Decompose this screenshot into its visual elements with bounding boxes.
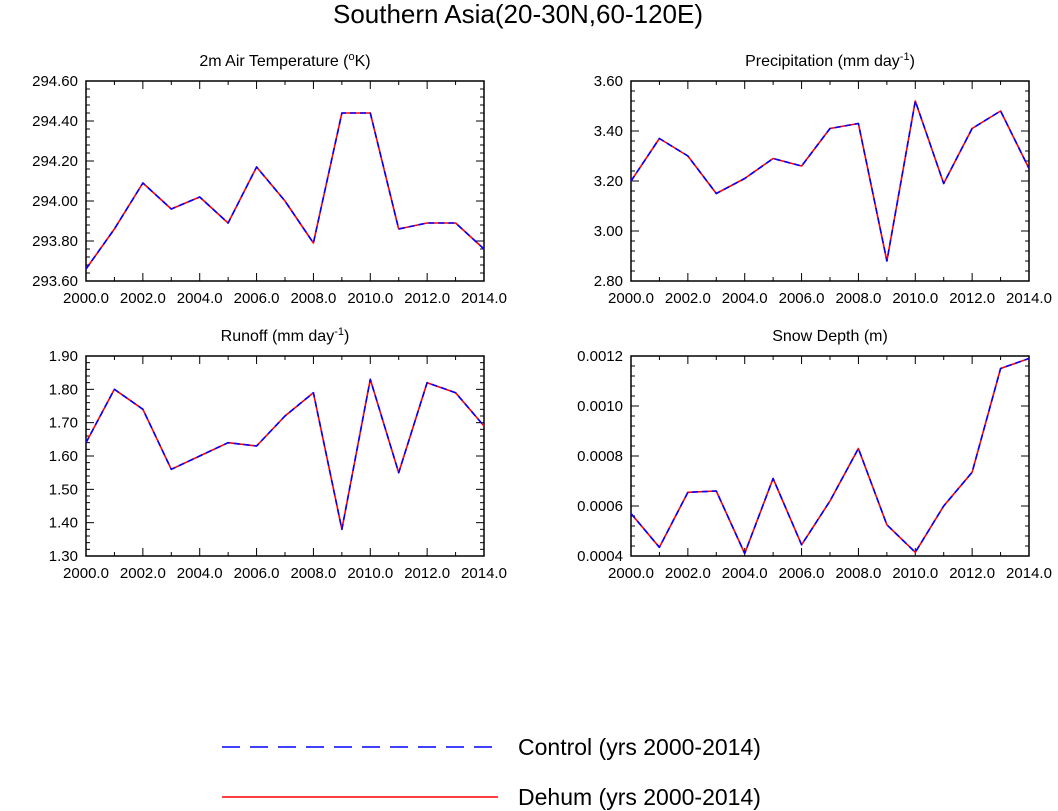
y-tick-label: 294.60 (32, 73, 78, 90)
x-tick-label: 2000.0 (63, 565, 109, 582)
plot-frame (85, 80, 485, 282)
x-tick-label: 2000.0 (63, 290, 109, 307)
x-tick-label: 2000.0 (608, 290, 654, 307)
x-tick-label: 2006.0 (779, 290, 825, 307)
x-tick-label: 2014.0 (461, 290, 507, 307)
x-tick-label: 2012.0 (404, 290, 450, 307)
y-tick-label: 2.80 (594, 273, 623, 290)
panel-title: Precipitation (mm day-1) (745, 51, 915, 70)
panel-title-main: Runoff (mm day (221, 328, 335, 345)
x-tick-label: 2010.0 (347, 290, 393, 307)
panel-title-main: Snow Depth (m) (772, 328, 888, 345)
y-tick-label: 294.20 (32, 153, 78, 170)
y-tick-label: 0.0004 (577, 548, 623, 565)
x-tick-label: 2010.0 (347, 565, 393, 582)
x-tick-label: 2012.0 (949, 290, 995, 307)
x-tick-label: 2006.0 (234, 565, 280, 582)
series-line-control (85, 378, 485, 531)
x-tick-label: 2008.0 (835, 290, 881, 307)
x-tick-label: 2004.0 (722, 290, 768, 307)
x-tick-label: 2014.0 (1006, 565, 1052, 582)
panel-title-main: Precipitation (mm day (745, 53, 900, 70)
panel-4: Snow Depth (m) 2000.0 2002.0 2004.0 2006.0 20… (577, 328, 1052, 582)
series-line-control (630, 357, 1030, 555)
y-tick-label: 293.60 (32, 273, 78, 290)
panel-title: Runoff (mm day-1) (221, 326, 350, 345)
y-tick-label: 0.0010 (577, 398, 623, 415)
x-tick-label: 2002.0 (120, 290, 166, 307)
plot-frame (630, 355, 1030, 557)
y-tick-label: 3.20 (594, 173, 623, 190)
panel-title-tail: ) (910, 53, 915, 70)
x-tick-label: 2002.0 (665, 290, 711, 307)
legend-label-control: Control (yrs 2000-2014) (518, 734, 761, 760)
x-tick-label: 2006.0 (779, 565, 825, 582)
x-tick-label: 2004.0 (177, 290, 223, 307)
x-tick-label: 2012.0 (404, 565, 450, 582)
y-tick-label: 1.60 (49, 448, 78, 465)
y-tick-label: 294.40 (32, 113, 78, 130)
panel-title-superscript: o (348, 51, 354, 63)
panel-title-superscript: -1 (334, 326, 344, 338)
panel-3: Runoff (mm day-1) 2000.0 2002.0 2004.0 2006.… (49, 326, 507, 582)
figure-title: Southern Asia(20-30N,60-120E) (333, 0, 703, 29)
plot-frame (85, 355, 485, 557)
series-line-dehum (85, 112, 485, 270)
x-tick-label: 2014.0 (461, 565, 507, 582)
series-line-control (630, 100, 1030, 262)
y-tick-label: 1.30 (49, 548, 78, 565)
x-tick-label: 2004.0 (722, 565, 768, 582)
y-tick-label: 1.90 (49, 348, 78, 365)
x-tick-label: 2002.0 (665, 565, 711, 582)
legend-label-dehum: Dehum (yrs 2000-2014) (518, 784, 761, 810)
x-tick-label: 2014.0 (1006, 290, 1052, 307)
series-line-dehum (630, 100, 1030, 262)
y-tick-label: 294.00 (32, 193, 78, 210)
plot-frame (630, 80, 1030, 282)
y-tick-label: 3.60 (594, 73, 623, 90)
x-tick-label: 2010.0 (892, 290, 938, 307)
x-tick-label: 2012.0 (949, 565, 995, 582)
y-tick-label: 0.0006 (577, 498, 623, 515)
x-tick-label: 2010.0 (892, 565, 938, 582)
panels: 2m Air Temperature (oK) 2000.0 2002.0 2004.… (32, 51, 1052, 582)
series-line-dehum (85, 378, 485, 531)
panel-title-tail: ) (344, 328, 349, 345)
panel-title: 2m Air Temperature (oK) (199, 51, 370, 70)
series-line-control (85, 112, 485, 270)
x-tick-label: 2008.0 (835, 565, 881, 582)
x-tick-label: 2008.0 (290, 565, 336, 582)
y-tick-label: 1.50 (49, 481, 78, 498)
y-tick-label: 1.70 (49, 415, 78, 432)
y-tick-label: 0.0008 (577, 448, 623, 465)
x-tick-label: 2006.0 (234, 290, 280, 307)
x-tick-label: 2002.0 (120, 565, 166, 582)
panel-title: Snow Depth (m) (772, 328, 888, 345)
panel-title-main: 2m Air Temperature ( (199, 53, 349, 70)
x-tick-label: 2008.0 (290, 290, 336, 307)
series-line-dehum (630, 357, 1030, 555)
x-tick-label: 2000.0 (608, 565, 654, 582)
y-tick-label: 1.80 (49, 381, 78, 398)
y-tick-label: 1.40 (49, 515, 78, 532)
panel-1: 2m Air Temperature (oK) 2000.0 2002.0 2004.… (32, 51, 507, 307)
y-tick-label: 0.0012 (577, 348, 623, 365)
panel-title-superscript: -1 (900, 51, 910, 63)
panel-title-tail: K) (355, 53, 371, 70)
legend: Control (yrs 2000-2014) Dehum (yrs 2000-2… (222, 734, 761, 810)
x-tick-label: 2004.0 (177, 565, 223, 582)
y-tick-label: 3.40 (594, 123, 623, 140)
y-tick-label: 3.00 (594, 223, 623, 240)
y-tick-label: 293.80 (32, 233, 78, 250)
panel-2: Precipitation (mm day-1) 2000.0 2002.0 2004… (594, 51, 1052, 307)
